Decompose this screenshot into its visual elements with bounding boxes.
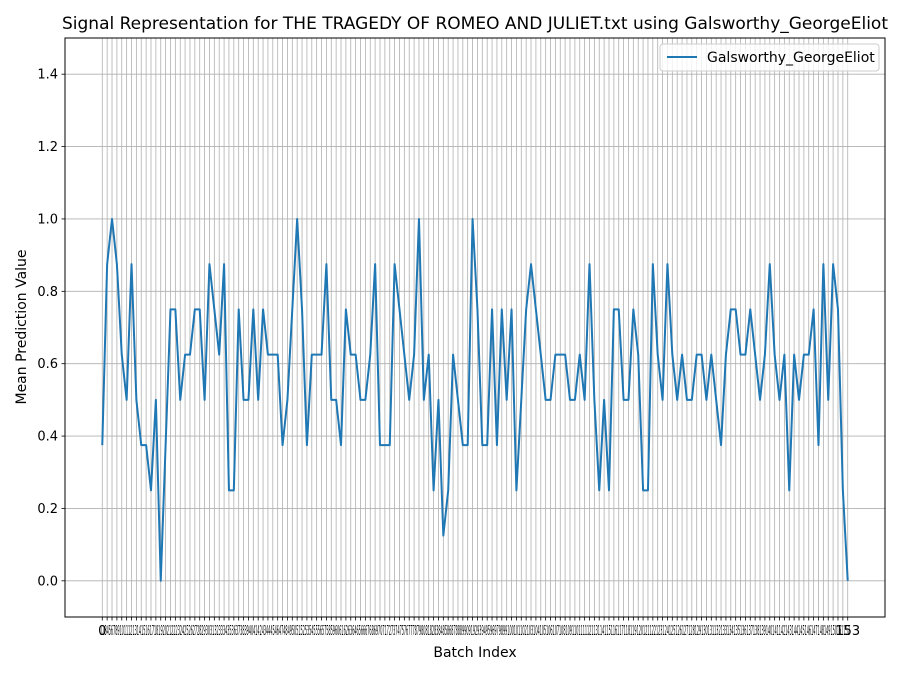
horizontal-gridlines: [65, 73, 885, 582]
x-tick-label: 153: [835, 624, 860, 639]
y-tick-label: 1.0: [37, 212, 58, 227]
x-axis-tick-labels: 0123456789101112131415161718192021222324…: [98, 624, 860, 639]
x-axis-label: Batch Index: [433, 645, 516, 661]
y-tick-label: 0.0: [37, 574, 58, 589]
y-tick-label: 0.8: [37, 285, 58, 300]
y-tick-label: 0.2: [37, 502, 58, 517]
y-axis-label: Mean Prediction Value: [14, 249, 30, 404]
series-layer: [101, 217, 849, 582]
series-line: [101, 217, 849, 582]
y-tick-label: 1.2: [37, 140, 58, 155]
legend-series-label: Galsworthy_GeorgeEliot: [707, 50, 875, 66]
x-axis-ticks: [101, 617, 849, 621]
plot-frame: [64, 37, 886, 618]
y-tick-label: 0.4: [37, 430, 58, 445]
legend: Galsworthy_GeorgeEliot: [659, 43, 880, 72]
x-tick-label: 0: [98, 624, 106, 639]
x-tick-label: 1234567891011121314151617181920212223242…: [100, 624, 850, 639]
y-tick-label: 0.6: [37, 357, 58, 372]
y-tick-label: 1.4: [37, 68, 58, 83]
vertical-gridlines: [101, 38, 849, 617]
legend-box: [659, 43, 880, 72]
y-axis-ticks: 0.0 0.2 0.4 0.6 0.8 1.0 1.2 1.4: [37, 68, 65, 589]
chart-title: Signal Representation for THE TRAGEDY OF…: [62, 14, 888, 34]
